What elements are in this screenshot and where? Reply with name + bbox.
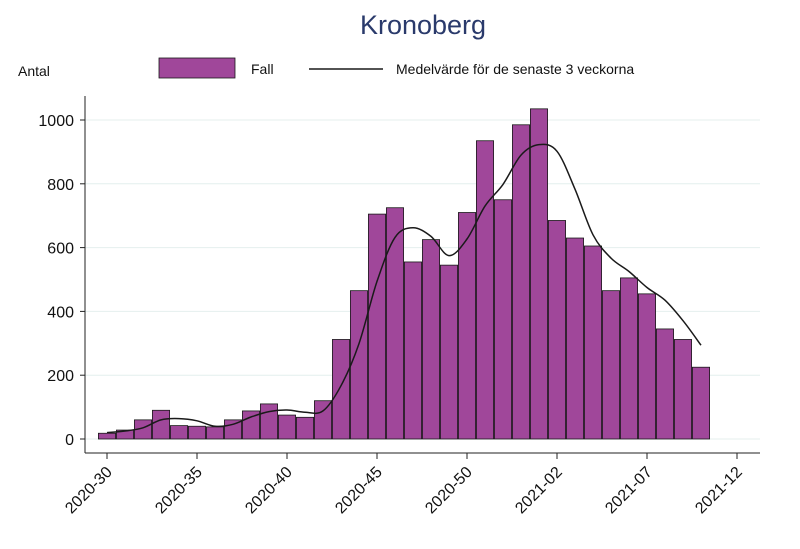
- legend-label-fall: Fall: [251, 61, 274, 77]
- bar: [421, 239, 440, 440]
- bar: [403, 261, 422, 440]
- bar: [259, 403, 278, 440]
- legend: Fall Medelvärde för de senaste 3 veckorn…: [158, 57, 634, 79]
- bar: [493, 199, 512, 440]
- bar: [548, 220, 567, 440]
- x-tick-label: 2020-50: [422, 464, 476, 518]
- bar: [620, 277, 639, 440]
- bar: [385, 207, 404, 440]
- x-tick-label: 2020-40: [242, 464, 296, 518]
- bar: [457, 212, 476, 440]
- y-tick-labels: 0 200 400 600 800 1000: [38, 113, 74, 449]
- bar: [151, 409, 170, 440]
- bar: [169, 425, 188, 440]
- bar: [584, 245, 603, 440]
- y-tick-label: 200: [47, 368, 74, 385]
- y-tick-label: 800: [47, 177, 74, 194]
- bars: [98, 108, 711, 440]
- x-tick-label: 2021-02: [512, 464, 566, 518]
- y-tick-label: 600: [47, 241, 74, 258]
- x-tick-label: 2020-35: [152, 464, 206, 518]
- mean-line: [106, 143, 702, 434]
- bar: [187, 425, 206, 440]
- bar: [692, 366, 711, 440]
- bar: [656, 328, 675, 440]
- bar: [98, 432, 117, 440]
- bar: [602, 290, 621, 440]
- y-tick-label: 1000: [38, 113, 74, 130]
- x-tick-label: 2020-45: [332, 464, 386, 518]
- x-tick-label: 2021-07: [602, 464, 656, 518]
- y-axis-label: Antal: [18, 63, 50, 79]
- bar: [439, 264, 458, 440]
- bar: [674, 339, 693, 440]
- bar: [116, 429, 135, 440]
- bar: [512, 124, 531, 440]
- bar: [277, 414, 296, 440]
- bar: [530, 108, 549, 440]
- bar: [295, 416, 314, 440]
- bar: [475, 140, 494, 440]
- x-tick-label: 2021-12: [692, 464, 746, 518]
- y-tick-label: 0: [65, 432, 74, 449]
- x-tick-labels: 2020-30 2020-35 2020-40 2020-45 2020-50 2021-…: [62, 464, 746, 518]
- bar: [367, 213, 386, 440]
- y-tick-label: 400: [47, 304, 74, 321]
- legend-label-mean: Medelvärde för de senaste 3 veckorna: [396, 61, 634, 77]
- bar: [566, 237, 585, 440]
- chart-title: Kronoberg: [360, 10, 486, 40]
- bar: [349, 290, 368, 440]
- x-tick-label: 2020-30: [62, 464, 116, 518]
- bar: [638, 293, 657, 440]
- bar: [313, 400, 332, 440]
- axes: [80, 96, 760, 459]
- bar: [205, 426, 224, 440]
- mean-line-path: [106, 143, 702, 434]
- bar: [331, 339, 350, 440]
- legend-swatch-fall: [158, 57, 236, 79]
